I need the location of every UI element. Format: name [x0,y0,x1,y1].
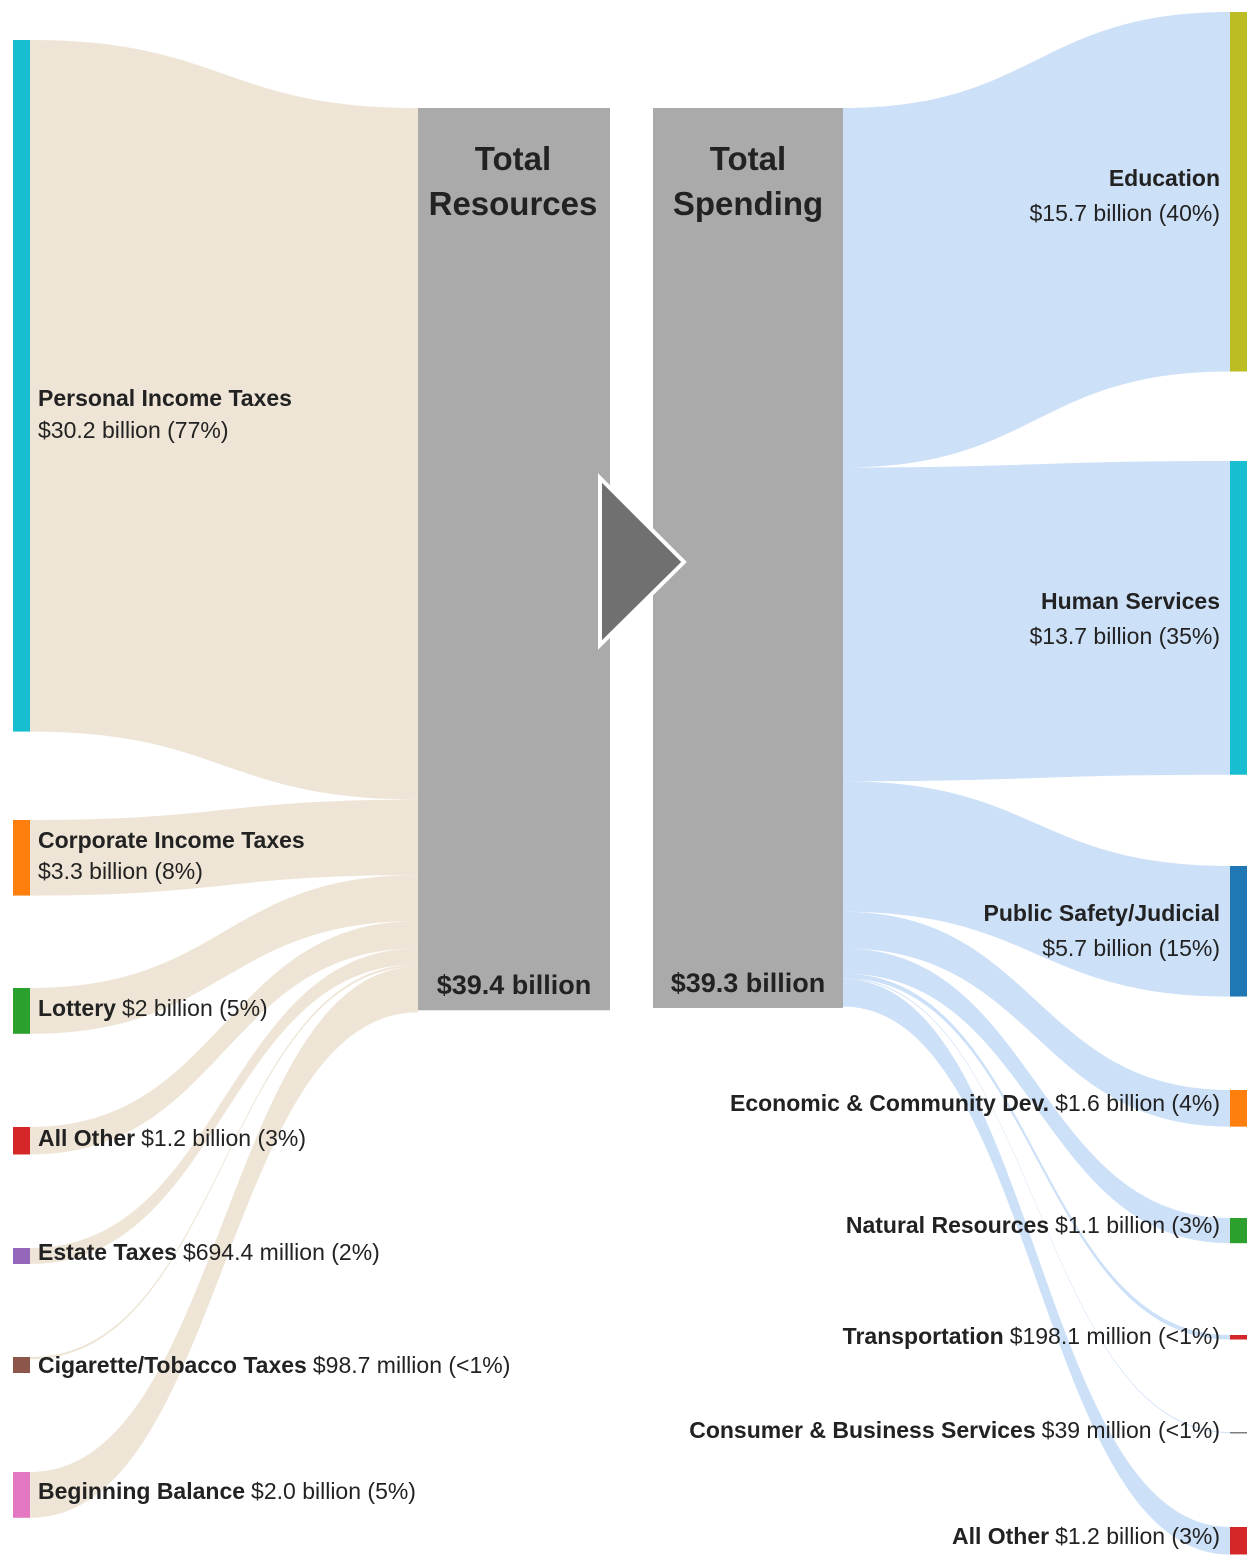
source-node [13,1357,30,1373]
source-node [13,1472,30,1518]
node-name: Public Safety/Judicial [984,900,1220,926]
left-title: Total Resources [428,140,598,222]
right-title: Total Spending [672,140,824,222]
node-value: $2 billion (5%) [122,995,268,1021]
node-name: Personal Income Taxes [38,385,292,411]
flow [30,875,418,1034]
node-label: Natural Resources $1.1 billion (3%) [846,1212,1220,1238]
node-value: $5.7 billion (15%) [1042,935,1220,961]
use-node [1230,1090,1247,1127]
node-name: Economic & Community Dev. [730,1090,1049,1116]
source-node [13,1248,30,1264]
node-name: Education [1109,165,1220,191]
node-value: $98.7 million (<1%) [313,1352,511,1378]
use-node [1230,1218,1247,1244]
use-node [1230,866,1247,997]
total-label: $39.3 billion [671,968,826,998]
node-name: Estate Taxes [38,1239,177,1265]
use-node [1230,12,1247,372]
flow [843,978,1230,1433]
node-label: Consumer & Business Services $39 million … [689,1417,1220,1443]
node-value: $1.2 billion (3%) [1055,1523,1220,1549]
node-name: Consumer & Business Services [689,1417,1035,1443]
node-label: Cigarette/Tobacco Taxes $98.7 million (<1… [38,1352,510,1378]
total-label: $39.4 billion [437,970,592,1000]
node-name: All Other [38,1125,135,1151]
node-label: Beginning Balance $2.0 billion (5%) [38,1478,416,1504]
node-label: All Other $1.2 billion (3%) [38,1125,306,1151]
flow [30,966,418,1518]
node-value: $30.2 billion (77%) [38,417,229,443]
source-node [13,40,30,732]
flow [30,964,418,1360]
flow [843,12,1230,468]
use-node [1230,1527,1247,1555]
source-node [13,1127,30,1155]
node-label: Economic & Community Dev. $1.6 billion (4… [730,1090,1220,1116]
node-value: $2.0 billion (5%) [251,1478,416,1504]
node-name: Cigarette/Tobacco Taxes [38,1352,307,1378]
source-node [13,820,30,896]
node-value: $1.2 billion (3%) [141,1125,306,1151]
node-name: Transportation [843,1323,1004,1349]
flow [30,948,418,1264]
node-value: $694.4 million (2%) [183,1239,380,1265]
flow [30,40,418,800]
source-node [13,988,30,1034]
node-name: Human Services [1041,588,1220,614]
node-label: Transportation $198.1 million (<1%) [843,1323,1220,1349]
flow [843,781,1230,997]
flow [843,973,1230,1340]
flow [843,948,1230,1244]
flow [843,461,1230,782]
use-node [1230,1335,1247,1340]
node-label: Estate Taxes $694.4 million (2%) [38,1239,380,1265]
arrow [598,473,687,650]
use-node [1230,461,1247,775]
node-name: Natural Resources [846,1212,1049,1238]
node-value: $3.3 billion (8%) [38,858,203,884]
flow [30,920,418,1155]
flow [30,799,418,896]
node-name: All Other [952,1523,1049,1549]
flow [843,911,1230,1127]
total-resources-bar [418,108,610,1011]
node-label: Lottery $2 billion (5%) [38,995,268,1021]
node-value: $39 million (<1%) [1042,1417,1220,1443]
use-node [1230,1432,1247,1434]
node-value: $198.1 million (<1%) [1010,1323,1220,1349]
node-value: $1.6 billion (4%) [1055,1090,1220,1116]
total-spending-bar [653,108,843,1008]
node-name: Beginning Balance [38,1478,245,1504]
flow [843,979,1230,1555]
node-value: $1.1 billion (3%) [1055,1212,1220,1238]
node-value: $13.7 billion (35%) [1029,623,1220,649]
node-label: All Other $1.2 billion (3%) [952,1523,1220,1549]
node-name: Lottery [38,995,116,1021]
node-value: $15.7 billion (40%) [1029,200,1220,226]
node-name: Corporate Income Taxes [38,827,305,853]
